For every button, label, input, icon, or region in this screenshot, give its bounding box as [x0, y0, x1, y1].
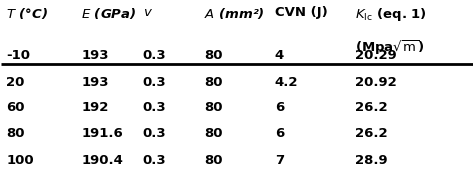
- Text: 80: 80: [204, 127, 222, 140]
- Text: 26.2: 26.2: [355, 101, 387, 115]
- Text: -10: -10: [6, 49, 30, 62]
- Text: $T$ (°C): $T$ (°C): [6, 7, 48, 22]
- Text: 60: 60: [6, 101, 25, 115]
- Text: $v$: $v$: [143, 7, 153, 19]
- Text: $A$ (mm²): $A$ (mm²): [204, 7, 264, 22]
- Text: 190.4: 190.4: [82, 154, 123, 167]
- Text: 20.92: 20.92: [355, 76, 397, 89]
- Text: 80: 80: [6, 127, 25, 140]
- Text: CVN (J): CVN (J): [275, 7, 328, 19]
- Text: 28.9: 28.9: [355, 154, 387, 167]
- Text: 26.2: 26.2: [355, 127, 387, 140]
- Text: 80: 80: [204, 154, 222, 167]
- Text: 100: 100: [6, 154, 34, 167]
- Text: 4: 4: [275, 49, 284, 62]
- Text: 7: 7: [275, 154, 284, 167]
- Text: 80: 80: [204, 76, 222, 89]
- Text: (Mpa$\sqrt{\mathrm{m}}$): (Mpa$\sqrt{\mathrm{m}}$): [355, 39, 424, 57]
- Text: 0.3: 0.3: [143, 49, 166, 62]
- Text: 0.3: 0.3: [143, 76, 166, 89]
- Text: 0.3: 0.3: [143, 154, 166, 167]
- Text: 193: 193: [82, 76, 109, 89]
- Text: 80: 80: [204, 49, 222, 62]
- Text: 4.2: 4.2: [275, 76, 298, 89]
- Text: 80: 80: [204, 101, 222, 115]
- Text: 0.3: 0.3: [143, 101, 166, 115]
- Text: 20: 20: [6, 76, 25, 89]
- Text: $E$ (GPa): $E$ (GPa): [82, 7, 137, 22]
- Text: $K_\mathrm{Ic}$ (eq. 1): $K_\mathrm{Ic}$ (eq. 1): [355, 7, 427, 23]
- Text: 20.29: 20.29: [355, 49, 397, 62]
- Text: 6: 6: [275, 127, 284, 140]
- Text: 193: 193: [82, 49, 109, 62]
- Text: 192: 192: [82, 101, 109, 115]
- Text: 0.3: 0.3: [143, 127, 166, 140]
- Text: 191.6: 191.6: [82, 127, 123, 140]
- Text: 6: 6: [275, 101, 284, 115]
